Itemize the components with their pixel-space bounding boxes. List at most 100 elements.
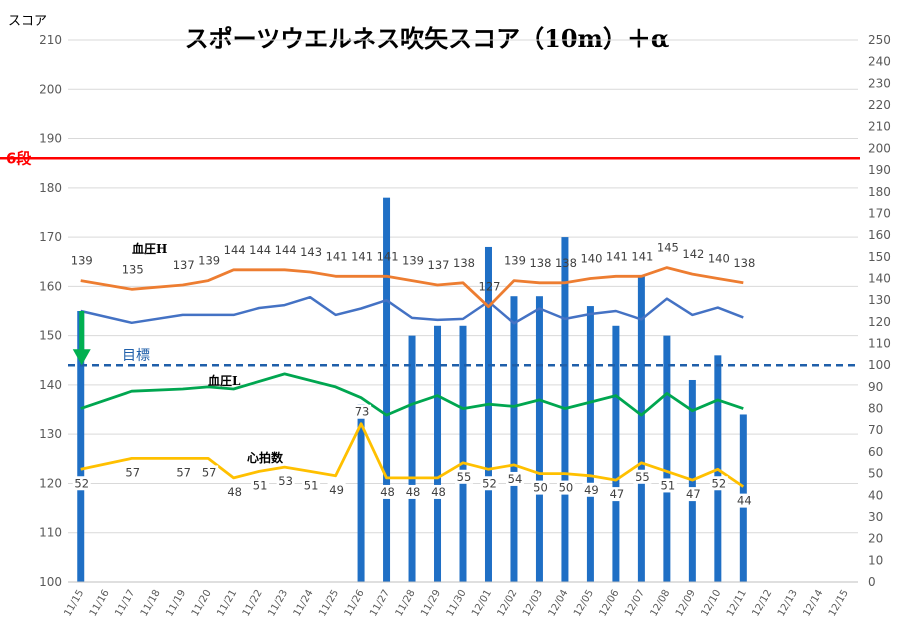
score-bar: [586, 306, 594, 582]
score-bar: [383, 197, 391, 582]
x-tick-label: 11/24: [292, 588, 316, 618]
y-right-tick-label: 180: [868, 185, 891, 199]
heart-rate-label: 49: [329, 483, 344, 497]
y-right-tick-label: 0: [868, 575, 876, 589]
score-bar: [535, 296, 543, 582]
y-right-tick-label: 40: [868, 488, 883, 502]
heart-rate-label: 47: [686, 487, 701, 501]
legend-label-bp-high: 血圧H: [132, 241, 167, 256]
score-bar: [510, 296, 518, 582]
x-tick-label: 12/03: [521, 588, 545, 618]
heart-rate-label: 57: [176, 465, 191, 479]
y-left-tick-label: 160: [39, 279, 62, 293]
y-left-tick-label: 190: [39, 132, 62, 146]
x-tick-label: 12/12: [750, 588, 774, 618]
score-bar: [612, 325, 620, 582]
legend-label-heart-rate: 心拍数: [247, 450, 284, 465]
bp-high-label: 140: [580, 251, 602, 265]
data-label-bg: [455, 469, 473, 484]
score-bar: [408, 335, 416, 582]
x-tick-label: 12/09: [674, 588, 698, 618]
x-tick-label: 12/02: [496, 588, 520, 618]
bp-high-label: 138: [453, 256, 475, 270]
y-right-tick-label: 250: [868, 33, 891, 47]
data-label-bg: [684, 487, 703, 502]
y-right-tick-label: 150: [868, 250, 891, 264]
y-left-tick-label: 150: [39, 329, 62, 343]
data-label-bg: [582, 482, 601, 497]
bp-high-label: 143: [300, 245, 322, 259]
data-label-bg: [556, 480, 575, 495]
legend-label-bp-low: 血圧L: [208, 373, 241, 388]
y-right-tick-label: 200: [868, 141, 891, 155]
x-tick-label: 12/06: [598, 588, 622, 618]
heart-rate-label: 49: [584, 483, 599, 497]
x-tick-label: 11/23: [266, 588, 290, 618]
y-right-tick-label: 190: [868, 163, 891, 177]
y-left-tick-label: 140: [39, 378, 62, 392]
y-right-tick-label: 170: [868, 206, 891, 220]
bp-high-label: 138: [733, 256, 755, 270]
bp-high-label: 137: [428, 258, 450, 272]
heart-rate-label: 48: [227, 485, 242, 499]
x-tick-label: 11/21: [215, 588, 239, 618]
x-tick-label: 11/29: [419, 588, 443, 618]
data-label-bg: [251, 478, 270, 493]
bp-high-label: 144: [275, 243, 297, 257]
data-label-bg: [404, 484, 423, 499]
y-right-tick-label: 20: [868, 532, 883, 546]
x-tick-label: 11/19: [164, 588, 188, 618]
heart-rate-label: 55: [457, 470, 472, 484]
y-right-tick-label: 50: [868, 467, 883, 481]
y-left-tick-label: 200: [39, 82, 62, 96]
heart-rate-label: 57: [202, 465, 217, 479]
y-left-tick-label: 170: [39, 230, 62, 244]
score-bar: [637, 276, 645, 582]
y-left-tick-label: 100: [39, 575, 62, 589]
x-tick-label: 12/13: [776, 588, 800, 618]
y-left-tick-label: 120: [39, 476, 62, 490]
heart-rate-label: 48: [380, 485, 395, 499]
bp-high-label: 145: [657, 241, 679, 255]
y-right-tick-label: 210: [868, 120, 891, 134]
bp-high-label: 139: [198, 254, 220, 268]
heart-rate-label: 51: [304, 478, 319, 492]
y-right-tick-label: 10: [868, 553, 883, 567]
y-right-tick-label: 100: [868, 358, 891, 372]
data-label-bg: [480, 476, 499, 491]
data-label-bg: [353, 404, 372, 419]
y-right-tick-label: 140: [868, 271, 891, 285]
data-label-bg: [123, 465, 142, 480]
x-tick-label: 11/28: [394, 588, 418, 618]
y-left-tick-label: 110: [39, 526, 62, 540]
y-right-tick-label: 160: [868, 228, 891, 242]
x-tick-label: 12/11: [725, 588, 749, 618]
y-right-tick-label: 240: [868, 55, 891, 69]
bp-high-label: 144: [224, 243, 246, 257]
heart-rate-label: 53: [278, 474, 293, 488]
data-label-bg: [531, 480, 550, 495]
x-tick-label: 12/01: [470, 588, 494, 618]
x-tick-label: 11/16: [88, 588, 112, 618]
heart-rate-label: 48: [406, 485, 421, 499]
bp-high-label: 139: [504, 254, 526, 268]
y-right-tick-label: 130: [868, 293, 891, 307]
score-bar: [357, 404, 365, 582]
bp-high-label: 141: [351, 249, 373, 263]
data-label-bg: [276, 474, 295, 489]
score-bar: [459, 325, 467, 582]
heart-rate-label: 51: [253, 478, 268, 492]
bp-high-label: 139: [402, 254, 424, 268]
x-tick-label: 11/20: [190, 588, 214, 618]
score-bar: [434, 325, 442, 582]
data-label-bg: [505, 471, 524, 486]
y-left-tick-label: 210: [39, 33, 62, 47]
x-tick-label: 12/04: [547, 588, 571, 618]
data-label-bg: [658, 478, 677, 493]
x-tick-label: 11/18: [139, 588, 163, 618]
heart-rate-label: 55: [635, 470, 650, 484]
score-bar: [77, 311, 85, 582]
